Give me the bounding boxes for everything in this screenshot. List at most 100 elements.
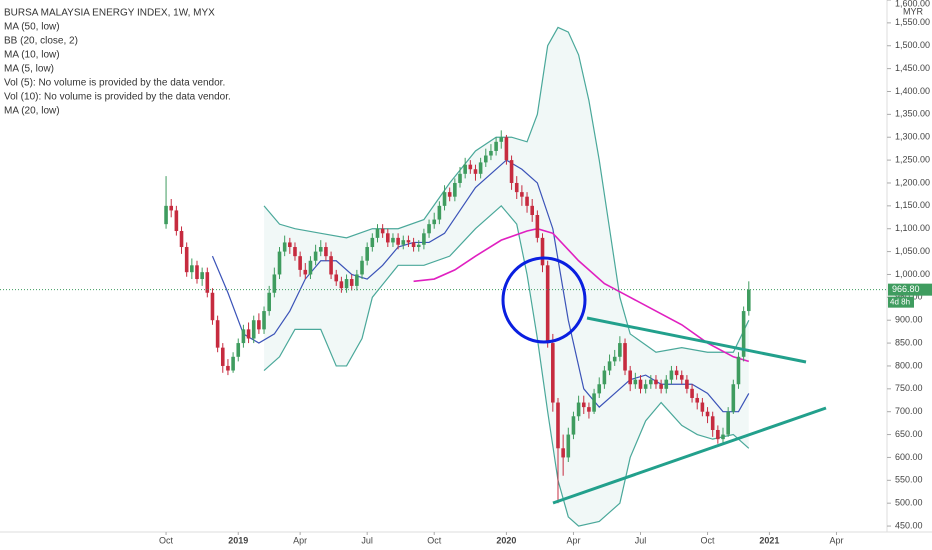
legend-indicator: Vol (5): No volume is provided by the da… bbox=[4, 78, 225, 89]
indicator-line bbox=[263, 26, 750, 353]
candle-body bbox=[200, 272, 204, 280]
y-tick-label: 900.00 bbox=[895, 315, 923, 325]
y-tick-label: 800.00 bbox=[895, 360, 923, 370]
candle-body bbox=[251, 320, 256, 339]
indicator-line bbox=[263, 204, 750, 527]
x-tick-label: Jul bbox=[635, 535, 647, 545]
candle-body bbox=[396, 237, 400, 245]
candle-body bbox=[628, 370, 632, 385]
candle-body bbox=[282, 242, 287, 252]
candle-body bbox=[602, 370, 607, 385]
candle-body bbox=[370, 237, 375, 248]
y-tick-label: 450.00 bbox=[895, 520, 923, 530]
candle-body bbox=[169, 205, 174, 211]
x-tick-label: 2019 bbox=[228, 535, 248, 545]
x-tick-label: 2020 bbox=[496, 535, 516, 545]
candle-body bbox=[210, 292, 215, 321]
y-tick-label: 1,200.00 bbox=[895, 177, 930, 187]
legend-title: BURSA MALAYSIA ENERGY INDEX, 1W, MYX bbox=[4, 8, 215, 19]
candle-body bbox=[262, 311, 266, 330]
candle-body bbox=[308, 260, 313, 275]
candle-body bbox=[190, 265, 194, 273]
trend-line bbox=[586, 316, 807, 364]
legend-indicator: BB (20, close, 2) bbox=[4, 36, 78, 47]
candle-body bbox=[355, 274, 359, 286]
candle-body bbox=[360, 260, 364, 275]
candle-body bbox=[220, 347, 225, 366]
candle-body bbox=[535, 214, 540, 238]
candle-body bbox=[685, 379, 689, 389]
circle-drawing bbox=[501, 256, 587, 344]
candle-body bbox=[540, 237, 545, 266]
candle-body bbox=[566, 434, 571, 458]
candle-body bbox=[520, 192, 524, 197]
candle-body bbox=[679, 375, 684, 380]
candle-body bbox=[736, 356, 741, 385]
candle-body bbox=[483, 155, 488, 163]
candle-body bbox=[473, 169, 478, 174]
plot-area bbox=[0, 26, 887, 527]
x-tick-label: 2021 bbox=[759, 535, 779, 545]
candle-body bbox=[334, 274, 339, 282]
candle-body bbox=[293, 247, 297, 257]
candle-body bbox=[246, 329, 251, 339]
candle-body bbox=[411, 242, 416, 248]
candle-body bbox=[442, 192, 447, 206]
candle-body bbox=[427, 224, 431, 234]
candle-body bbox=[514, 182, 519, 193]
y-tick-label: 1,550.00 bbox=[895, 17, 930, 27]
candle-body bbox=[576, 402, 581, 417]
y-tick-label: 500.00 bbox=[895, 498, 923, 508]
y-tick-label: 1,400.00 bbox=[895, 86, 930, 96]
candle-body bbox=[530, 205, 534, 215]
candle-body bbox=[422, 233, 426, 245]
x-tick-label: Apr bbox=[829, 535, 843, 545]
candle-body bbox=[458, 173, 462, 183]
candle-body bbox=[215, 320, 220, 348]
candle-body bbox=[179, 231, 184, 248]
candle-body bbox=[618, 343, 622, 357]
legend-indicator: Vol (10): No volume is provided by the d… bbox=[4, 92, 231, 103]
candle-body bbox=[612, 356, 617, 362]
candle-body bbox=[386, 233, 390, 243]
last-price-label: 966.80 bbox=[892, 284, 920, 294]
candle-body bbox=[391, 237, 395, 243]
candle-body bbox=[478, 162, 483, 174]
candle-body bbox=[303, 269, 308, 275]
candle-body bbox=[690, 388, 694, 398]
candle-body bbox=[184, 247, 189, 273]
candle-body bbox=[401, 240, 406, 245]
candle-body bbox=[700, 402, 705, 412]
candle-body bbox=[592, 393, 596, 412]
candle-body bbox=[453, 182, 457, 197]
y-tick-label: 700.00 bbox=[895, 406, 923, 416]
candle-body bbox=[659, 384, 663, 389]
candle-body bbox=[716, 429, 720, 440]
y-tick-label: 1,150.00 bbox=[895, 200, 930, 210]
y-tick-label: 1,050.00 bbox=[895, 246, 930, 256]
candle-body bbox=[643, 384, 648, 389]
candle-body bbox=[432, 219, 437, 225]
y-tick-label: 1,250.00 bbox=[895, 154, 930, 164]
candle-body bbox=[649, 379, 653, 385]
candle-body bbox=[597, 384, 602, 394]
candle-body bbox=[205, 272, 210, 293]
candle-body bbox=[504, 137, 509, 161]
y-tick-label: 1,600.00 bbox=[895, 0, 930, 8]
candle-body bbox=[380, 228, 385, 234]
candle-body bbox=[463, 164, 467, 174]
legend-indicator: MA (10, low) bbox=[4, 50, 60, 61]
candle-body bbox=[746, 289, 751, 312]
trend-line bbox=[552, 406, 827, 505]
y-tick-label: 750.00 bbox=[895, 383, 923, 393]
y-tick-label: 600.00 bbox=[895, 452, 923, 462]
indicator-line bbox=[211, 159, 750, 413]
currency: MYR bbox=[903, 6, 924, 16]
legend-indicator: MA (20, low) bbox=[4, 106, 60, 117]
candle-body bbox=[318, 247, 323, 252]
countdown-box bbox=[888, 296, 914, 308]
x-tick-label: Oct bbox=[159, 535, 174, 545]
candle-body bbox=[695, 397, 700, 403]
